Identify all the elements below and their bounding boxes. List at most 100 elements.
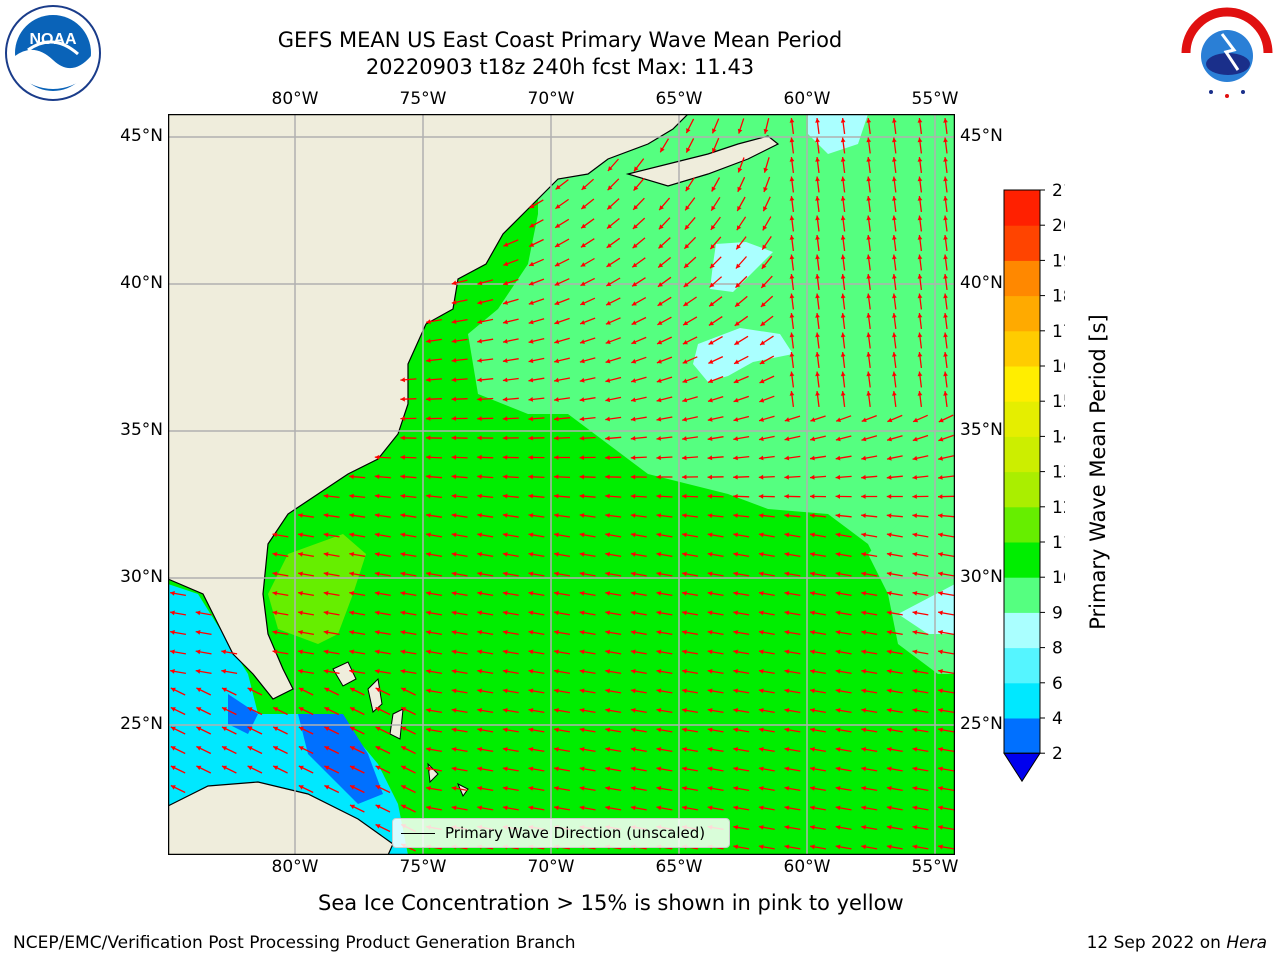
wave-arrow-head <box>784 669 790 674</box>
wave-arrow-head <box>273 746 279 751</box>
wave-arrow-head <box>451 338 457 344</box>
wave-arrow-head <box>555 242 560 247</box>
wave-arrow-head <box>758 669 764 674</box>
wave-arrow-head <box>579 397 585 402</box>
wave-arrow-head <box>835 474 841 480</box>
wave-arrow-head <box>580 242 586 248</box>
wave-arrow-head <box>630 610 636 616</box>
wave-arrow-head <box>606 243 612 248</box>
wave-arrow-head <box>400 571 406 577</box>
wave-arrow-head <box>528 727 534 733</box>
wave-arrow-head <box>503 280 509 286</box>
colorbar-bin <box>1004 330 1040 367</box>
wave-arrow-head <box>401 746 407 751</box>
wave-arrow-head <box>917 371 923 377</box>
wave-arrow-head <box>477 358 482 363</box>
wave-arrow-head <box>605 378 611 383</box>
wave-arrow-head <box>758 532 764 538</box>
wave-arrow-head <box>682 378 688 383</box>
wave-arrow-head <box>350 746 355 751</box>
wave-arrow-head <box>528 630 534 635</box>
wave-arrow-head <box>686 147 691 153</box>
wave-arrow-head <box>913 417 919 423</box>
wave-arrow-head <box>707 591 713 596</box>
wave-arrow-head <box>349 630 355 635</box>
wave-arrow-head <box>784 766 790 772</box>
wave-arrow-head <box>196 726 202 732</box>
wave-arrow-head <box>707 513 713 518</box>
wave-arrow-head <box>632 262 638 268</box>
wave-arrow-head <box>861 805 867 811</box>
wave-arrow-head <box>426 416 431 421</box>
wave-arrow-head <box>886 475 892 480</box>
wave-arrow-head <box>733 397 739 403</box>
wave-arrow-head <box>632 224 638 229</box>
wave-arrow-head <box>815 274 820 279</box>
wave-arrow-head <box>682 416 687 422</box>
wave-arrow-head <box>943 313 948 318</box>
wave-arrow-head <box>938 708 943 713</box>
wave-arrow-head <box>247 726 253 732</box>
wave-arrow-head <box>886 610 892 616</box>
wave-arrow-head <box>733 513 738 518</box>
wave-arrow-head <box>195 649 201 655</box>
wave-arrow-head <box>759 359 765 364</box>
wave-arrow-head <box>298 687 304 693</box>
lat-label-right: 45°N <box>960 126 1003 146</box>
wave-arrow-head <box>298 532 303 538</box>
wave-arrow-head <box>784 417 790 422</box>
wave-arrow-head <box>554 708 559 713</box>
wave-arrow-head <box>789 274 795 279</box>
colorbar-bin <box>1004 718 1040 754</box>
wave-arrow-head <box>760 340 766 345</box>
wave-arrow-head <box>605 805 611 811</box>
wave-arrow-head <box>477 649 483 655</box>
wave-arrow-head <box>887 417 893 423</box>
wave-arrow-head <box>917 293 923 299</box>
wave-arrow-head <box>272 591 278 596</box>
wave-arrow-head <box>912 844 918 850</box>
wave-arrow-head <box>762 244 767 250</box>
wave-arrow-head <box>708 340 714 345</box>
wave-arrow-head <box>477 454 482 460</box>
wave-arrow-head <box>733 747 739 752</box>
wave-arrow-head <box>298 726 304 732</box>
wave-arrow-head <box>451 532 457 538</box>
wave-arrow-head <box>943 157 948 162</box>
wave-arrow-head <box>605 610 611 616</box>
wave-arrow-head <box>866 176 872 182</box>
wave-arrow-head <box>554 688 559 694</box>
wave-arrow-head <box>892 274 897 279</box>
wave-arrow-head <box>938 494 943 499</box>
wave-arrow-head <box>682 591 687 596</box>
wave-arrow-head <box>861 649 867 655</box>
wave-arrow-head <box>579 805 585 811</box>
wave-arrow-head <box>912 708 918 713</box>
wave-arrow-head <box>938 436 944 442</box>
wave-arrow-head <box>401 726 407 732</box>
footer-machine: Hera <box>1226 933 1267 953</box>
wave-arrow-head <box>707 474 712 480</box>
wave-arrow-head <box>810 786 815 791</box>
wave-arrow-head <box>938 610 943 616</box>
wave-arrow-head <box>938 727 943 733</box>
wave-arrow-head <box>708 359 714 364</box>
wave-arrow-head <box>554 513 559 518</box>
wave-arrow-head <box>840 235 846 240</box>
wave-arrow-head <box>656 747 662 752</box>
wave-arrow-head <box>789 371 795 377</box>
wave-arrow-head <box>477 319 483 325</box>
wave-arrow-head <box>451 591 457 596</box>
wave-arrow-head <box>477 571 483 577</box>
lon-label-bottom: 65°W <box>655 857 703 877</box>
wave-arrow-head <box>707 610 713 616</box>
wave-arrow-head <box>656 397 662 403</box>
wave-arrow-head <box>712 147 717 153</box>
wave-arrow-head <box>892 313 897 318</box>
wave-arrow-head <box>170 707 176 712</box>
wave-arrow-head <box>606 301 612 306</box>
wave-arrow-head <box>221 649 227 655</box>
wave-arrow-head <box>298 765 304 771</box>
wave-arrow-head <box>784 649 790 655</box>
wave-arrow-head <box>917 391 923 396</box>
